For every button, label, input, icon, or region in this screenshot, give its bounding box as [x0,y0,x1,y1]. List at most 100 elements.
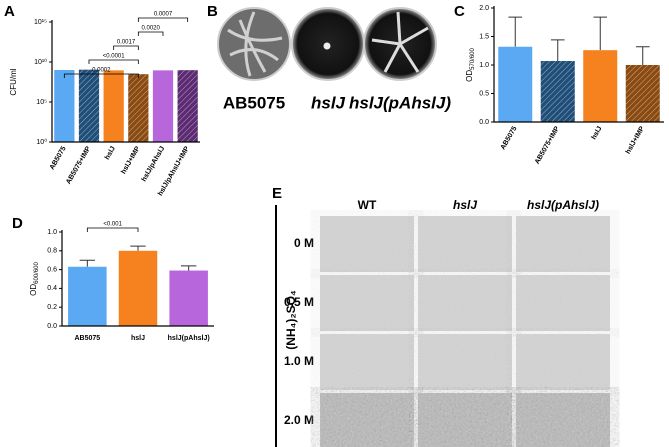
error-bar [550,39,565,62]
panel-label: E [272,185,282,202]
micrograph-texture [320,275,414,331]
column-header: hslJ(pAhslJ) [527,198,599,212]
plate-images [217,7,437,81]
y-tick-label: 0.0 [479,119,489,126]
significance-label: <0.0001 [103,54,126,60]
micrograph-texture [320,393,414,447]
significance-bracket [113,45,139,50]
significance-label: 0.0002 [92,68,111,74]
y-tick-label: 10¹⁰ [34,58,47,66]
row-label: 0 M [294,236,314,250]
micrograph-texture [418,275,512,331]
micrograph-texture [516,393,610,447]
y-tick-label: 10⁵ [36,99,47,106]
y-axis-label: OD570/600 [465,48,475,82]
axis-line [61,230,214,327]
bar-hatch [625,65,660,122]
y-axis-label-main: CFU/ml [9,68,18,95]
error-bar [79,259,96,267]
y-axis-label-main: OD [29,284,38,296]
micrograph-texture [516,334,610,390]
x-tick-label: AB5075+IMP [534,125,561,165]
row-label: 1.0 M [284,354,314,368]
plate-label: hslJ [311,93,346,112]
y-tick-label: 0.2 [47,304,57,311]
y-tick-label: 1.0 [47,229,57,236]
significance-bracket [88,59,139,64]
axis-label: (NH₄)₂SO₄ [284,290,298,350]
significance-bracket [137,17,189,22]
y-axis-label-sub: 570/600 [470,48,476,70]
error-bar [593,16,608,51]
panel-label: B [207,3,218,20]
bar [169,270,208,326]
bar-hatch [177,70,198,142]
bar-hatch [128,74,149,142]
micrograph-texture [418,216,512,272]
significance-label: 0.0020 [141,26,160,32]
micrograph-texture [516,216,610,272]
panel-label: C [454,3,465,20]
significance-label: <0.001 [103,222,122,228]
y-tick-label: 1.5 [479,33,489,40]
bar [498,46,533,123]
y-axis-label: CFU/ml [9,68,18,95]
significance-bracket [63,73,139,78]
bar [583,50,618,122]
y-tick-label: 10¹⁵ [34,19,47,26]
bar-hatch [540,61,575,122]
significance-bracket [86,227,139,232]
bar [54,70,75,142]
bar-hatch [78,69,100,142]
micrograph-texture [418,334,512,390]
x-tick-label: AB5075+IMP [65,145,92,185]
y-tick-label: 0.0 [47,323,57,330]
micrograph-texture [320,216,414,272]
y-axis-label: OD600/600 [29,262,39,296]
x-tick-label: AB5075 [49,145,68,171]
error-bar [635,46,650,65]
x-tick-label: AB5075 [500,125,519,151]
y-tick-label: 0.8 [47,248,57,255]
x-tick-label: hslJ/pAhslJ [141,145,167,183]
x-tick-label: AB5075 [74,335,100,342]
column-header: WT [358,198,377,212]
micrograph-texture [320,334,414,390]
y-tick-label: 0.5 [479,90,489,97]
axis-line [493,6,664,123]
row-label: 2.0 M [284,413,314,427]
bar [152,70,174,142]
x-tick-label: hslJ [131,335,145,342]
x-tick-label: hslJ(pAhslJ) [168,335,210,342]
x-tick-label: hslJ+IMP [120,145,141,175]
bar [118,250,158,326]
x-tick-label: hslJ [104,145,117,161]
micrograph-texture [516,275,610,331]
row-label: 0.5 M [284,295,314,309]
error-bar [130,245,146,251]
column-header: hslJ [453,198,477,212]
y-axis-label-main: OD [465,70,474,82]
y-tick-label: 1.0 [479,62,489,69]
y-axis-label-sub: 600/600 [34,262,40,284]
error-bar [180,265,197,271]
significance-bracket [137,31,164,36]
bar [103,70,124,142]
y-tick-label: 0.4 [47,285,57,292]
x-tick-label: hslJ [591,125,604,141]
y-tick-label: 2.0 [479,5,489,12]
x-tick-label: hslJ+IMP [625,125,646,155]
panel-label: A [4,3,15,20]
significance-label: 0.0007 [154,12,173,18]
y-tick-label: 0.6 [47,266,57,273]
plate-label: AB5075 [223,93,285,112]
y-tick-label: 10⁰ [36,138,47,146]
significance-label: 0.0017 [117,40,136,46]
error-bar [508,16,523,47]
axis-line [51,20,200,143]
micrograph-texture [418,393,512,447]
plate-label: hslJ(pAhslJ) [349,93,451,112]
panel-label: D [12,215,23,232]
bar [68,266,107,326]
